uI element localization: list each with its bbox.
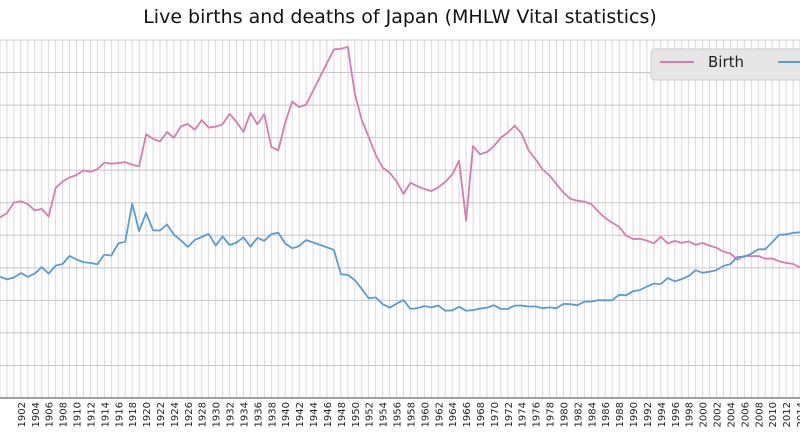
x-tick-label: 1920 [142,402,153,427]
x-tick-label: 1962 [434,402,445,427]
x-tick-label: 1964 [448,402,459,427]
x-tick-label: 1924 [170,402,181,427]
x-tick-label: 1948 [337,402,348,427]
grid [0,39,800,399]
x-tick-label: 1940 [281,402,292,427]
x-tick-label: 1986 [601,402,612,427]
x-tick-label: 1970 [490,402,501,427]
chart-title: Live births and deaths of Japan (MHLW Vi… [143,6,657,28]
x-tick-label: 1968 [476,402,487,427]
x-tick-label: 1980 [559,402,570,427]
x-tick-label: 2008 [754,402,765,427]
x-tick-label: 2006 [740,402,751,427]
x-tick-label: 1990 [629,402,640,427]
x-tick-label: 1952 [365,402,376,427]
x-tick-label: 1992 [643,402,654,427]
x-tick-label: 1926 [184,402,195,427]
x-tick-label: 1908 [59,402,70,427]
x-tick-label: 2010 [768,402,779,427]
x-tick-label: 1918 [128,402,139,427]
x-tick-label: 2002 [713,402,724,427]
x-tick-label: 1998 [685,402,696,427]
x-tick-label: 2004 [726,402,737,427]
x-tick-label: 1922 [156,402,167,427]
x-tick-label: 1930 [212,402,223,427]
x-tick-label: 1972 [504,402,515,427]
x-tick-label: 1982 [573,402,584,427]
x-tick-label: 1956 [393,402,404,427]
legend-box [650,48,800,81]
x-tick-label: 1950 [351,402,362,427]
series-line-birth [0,46,800,269]
x-tick-label: 1912 [86,402,97,427]
x-tick-labels: 1902 1904 1906 1908 1910 1912 1914 1916 1918 1920… [17,402,800,427]
x-tick-label: 1996 [671,402,682,427]
x-tick-label: 1916 [114,402,125,427]
series-lines [0,46,800,312]
x-tick-label: 2000 [699,402,710,427]
x-tick-label: 1936 [253,402,264,427]
x-tick-label: 1914 [100,402,111,427]
x-tick-label: 2012 [782,402,793,427]
x-tick-label: 1954 [379,402,390,427]
x-tick-label: 1944 [309,402,320,427]
x-tick-label: 1932 [226,402,237,427]
x-tick-label: 1934 [239,402,250,427]
x-tick-label: 1946 [323,402,334,427]
legend-label-birth: Birth [708,53,744,71]
legend: Birth [650,48,800,81]
x-tick-label: 1976 [532,402,543,427]
x-tick-label: 1904 [31,402,42,427]
x-tick-label: 2014 [796,402,800,427]
x-tick-label: 1902 [17,402,28,427]
x-tick-label: 1942 [295,402,306,427]
x-tick-label: 1984 [587,402,598,427]
x-tick-label: 1994 [657,402,668,427]
x-tick-label: 1978 [546,402,557,427]
x-tick-label: 1988 [615,402,626,427]
x-tick-label: 1958 [406,402,417,427]
x-tick-label: 1966 [462,402,473,427]
x-tick-label: 1928 [198,402,209,427]
x-tick-label: 1906 [45,402,56,427]
series-line-death [0,202,800,312]
x-tick-label: 1910 [73,402,84,427]
x-tick-label: 1938 [267,402,278,427]
x-tick-label: 1974 [518,402,529,427]
x-tick-label: 1960 [420,402,431,427]
